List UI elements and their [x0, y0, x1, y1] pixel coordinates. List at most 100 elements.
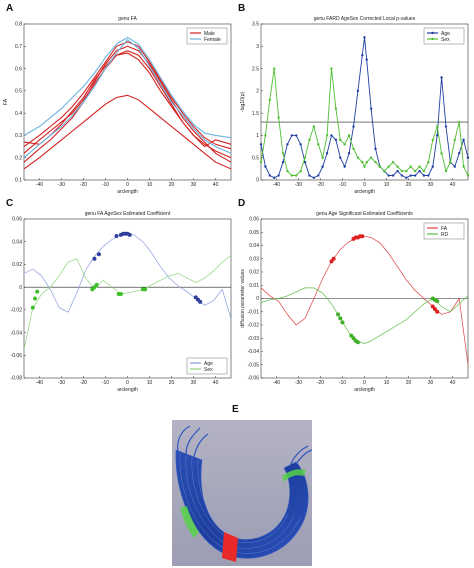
- y-tick-label: 1: [256, 133, 259, 139]
- data-point: [383, 169, 386, 173]
- data-point: [387, 165, 390, 168]
- data-point: [369, 107, 373, 110]
- data-point: [374, 160, 377, 164]
- y-tick-label: -0.02: [248, 323, 260, 329]
- y-tick-label: 0.01: [249, 283, 259, 289]
- x-tick-label: -20: [80, 380, 87, 386]
- x-tick-label: -20: [80, 182, 87, 188]
- data-point: [453, 138, 456, 142]
- data-point: [369, 156, 373, 159]
- significant-point-rd: [336, 312, 341, 317]
- data-point: [268, 98, 272, 101]
- y-tick-label: -0.01: [248, 309, 260, 315]
- plot-frame: [23, 23, 232, 181]
- y-tick-label: -0.06: [248, 376, 260, 382]
- x-tick-label: -10: [339, 380, 346, 386]
- x-axis-label: arclength: [117, 189, 138, 195]
- x-tick-label: -40: [273, 182, 280, 188]
- red-fiber-region: [222, 532, 238, 562]
- data-point: [387, 174, 390, 177]
- y-tick-label: -0.05: [248, 362, 260, 368]
- significant-point-fa: [432, 307, 437, 312]
- x-tick-label: 20: [406, 380, 412, 386]
- panel-letter-b: B: [238, 3, 246, 14]
- data-point: [462, 138, 465, 142]
- y-tick-label: 0.3: [15, 133, 22, 139]
- x-axis-label: arclength: [354, 387, 375, 393]
- chart-local-p-values: genu FARD AgeSex Corrected Local p-value…: [240, 16, 470, 195]
- x-tick-label: 30: [428, 182, 434, 188]
- series-line-female: [23, 36, 232, 139]
- data-point: [405, 176, 408, 179]
- x-tick-label: 30: [191, 182, 197, 188]
- data-point: [413, 169, 417, 173]
- data-point: [422, 169, 426, 173]
- y-tick-label: 0.06: [249, 217, 259, 223]
- x-tick-label: -20: [317, 182, 324, 188]
- data-point: [352, 125, 355, 128]
- series-line-male: [23, 45, 232, 163]
- data-point: [281, 160, 285, 164]
- x-tick-label: 10: [384, 182, 390, 188]
- legend-entry: Male: [204, 31, 215, 37]
- green-fiber-region-right: [282, 469, 306, 482]
- legend-box: [186, 27, 228, 45]
- x-tick-label: -10: [339, 182, 346, 188]
- y-axis-label: diffusion parameter values: [240, 269, 246, 328]
- data-point: [400, 169, 404, 173]
- x-tick-label: -40: [36, 182, 43, 188]
- data-point: [295, 134, 298, 137]
- x-tick-label: 40: [213, 182, 219, 188]
- significant-point-age: [127, 232, 132, 237]
- x-tick-label: 40: [213, 380, 219, 386]
- data-point: [431, 165, 434, 168]
- significant-point-rd: [338, 316, 343, 321]
- data-point: [268, 174, 272, 177]
- y-tick-label: -0.04: [248, 349, 260, 355]
- y-tick-label: 0.02: [12, 262, 22, 268]
- data-point: [264, 165, 267, 168]
- data-point: [264, 134, 267, 137]
- data-point: [391, 160, 395, 164]
- data-point: [321, 156, 324, 159]
- data-point: [259, 160, 263, 164]
- y-tick-label: 0.2: [15, 155, 22, 161]
- data-point: [457, 120, 461, 124]
- data-point: [347, 152, 351, 155]
- data-point: [277, 116, 280, 119]
- data-point: [363, 36, 366, 39]
- y-tick-label: 0.4: [15, 111, 22, 117]
- data-point: [325, 134, 329, 137]
- y-tick-label: 0: [256, 178, 259, 184]
- y-axis-label: -log10(p): [240, 92, 246, 112]
- significant-point-sex: [30, 305, 35, 310]
- x-tick-label: 0: [126, 380, 129, 386]
- data-point: [435, 134, 439, 137]
- legend-entry: Age: [204, 361, 213, 367]
- y-tick-label: 2.5: [252, 66, 259, 72]
- y-axis-label: FA: [3, 98, 9, 105]
- data-point: [374, 147, 377, 150]
- chart-genu-fa: genu FA -40 -30 -20 -10 0 10 20 30 40 0.1 0.2 0.3 0.4…: [3, 16, 232, 195]
- x-tick-label: 20: [169, 182, 175, 188]
- y-tick-label: 0.1: [15, 178, 22, 184]
- data-point: [277, 174, 280, 177]
- x-tick-label: -30: [295, 182, 302, 188]
- data-point: [299, 143, 302, 146]
- chart-title: genu FA: [118, 16, 137, 22]
- y-tick-label: -0.08: [11, 376, 23, 382]
- x-axis-label: arclength: [117, 387, 138, 393]
- y-tick-label: 0.7: [15, 44, 22, 50]
- significant-point-age: [114, 234, 119, 239]
- x-tick-label: 40: [450, 380, 456, 386]
- y-tick-label: 0.05: [249, 230, 259, 236]
- x-tick-label: 10: [147, 380, 153, 386]
- series-line-age: [260, 37, 469, 179]
- y-tick-label: -0.03: [248, 336, 260, 342]
- data-point: [466, 174, 470, 177]
- data-point: [295, 174, 298, 177]
- data-point: [422, 174, 426, 177]
- data-point: [334, 107, 338, 110]
- data-point: [303, 160, 307, 164]
- series-line-rd: [260, 287, 469, 344]
